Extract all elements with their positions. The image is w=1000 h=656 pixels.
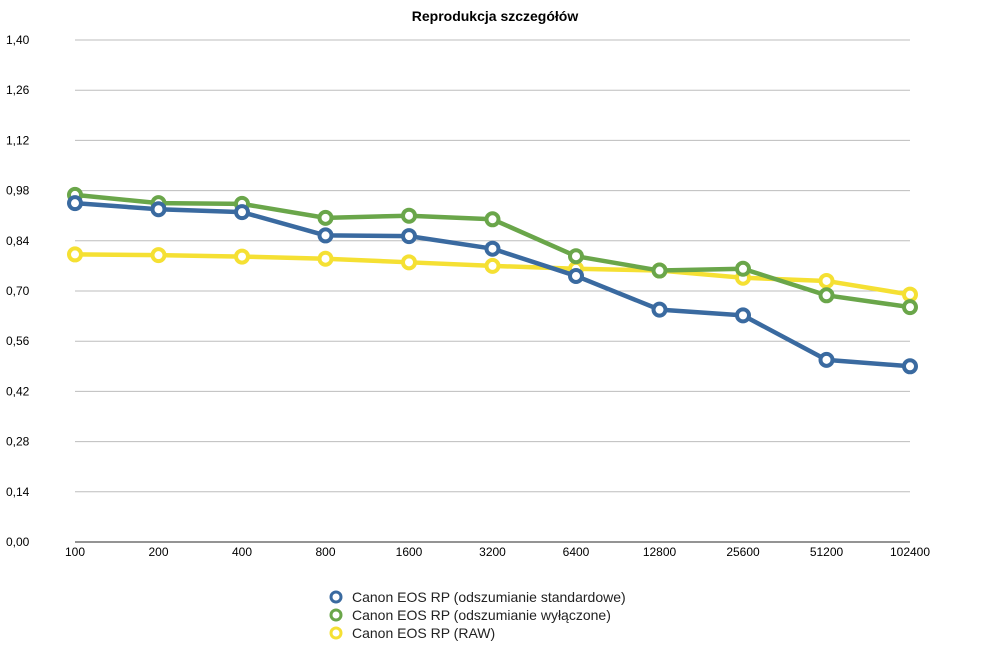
data-point	[401, 228, 417, 245]
legend-label: Canon EOS RP (RAW)	[352, 625, 495, 641]
data-point	[818, 351, 835, 368]
x-tick-label: 200	[148, 545, 168, 559]
legend: Canon EOS RP (odszumianie standardowe) Ca…	[329, 589, 626, 641]
x-tick-label: 1600	[396, 545, 423, 559]
data-point	[902, 299, 918, 316]
x-tick-label: 6400	[563, 545, 590, 559]
data-point	[651, 262, 668, 279]
data-point	[234, 204, 250, 221]
x-tick-label: 102400	[890, 545, 930, 559]
data-point	[902, 286, 918, 303]
y-tick-label: 1,26	[6, 83, 30, 97]
legend-label: Canon EOS RP (odszumianie wyłączone)	[352, 607, 611, 623]
data-point	[484, 211, 501, 228]
x-tick-label: 800	[315, 545, 335, 559]
y-tick-label: 0,42	[6, 384, 30, 398]
data-point	[150, 201, 167, 218]
x-tick-label: 25600	[726, 545, 760, 559]
y-tick-label: 0,56	[6, 334, 30, 348]
gridlines	[75, 39, 910, 543]
y-tick-label: 0,84	[6, 234, 30, 248]
data-point	[902, 358, 918, 375]
series-line	[72, 200, 913, 369]
data-point	[317, 227, 334, 244]
y-tick-label: 0,98	[6, 184, 30, 198]
data-point	[568, 248, 584, 265]
data-point	[401, 207, 417, 224]
x-tick-label: 100	[65, 545, 85, 559]
y-tick-label: 0,70	[6, 284, 30, 298]
chart-title: Reprodukcja szczegółów	[412, 8, 579, 24]
x-axis-ticks: 100 200 400 800 1600 3200 6400 12800 25600 51200 1…	[65, 545, 930, 559]
data-point	[818, 287, 835, 304]
data-point	[484, 240, 501, 257]
y-tick-label: 0,14	[6, 485, 30, 499]
y-axis-ticks: 0,00 0,14 0,28 0,42 0,56 0,70 0,84 0,98 1,12 1,26…	[6, 33, 30, 549]
y-tick-label: 0,00	[6, 535, 30, 549]
data-point	[401, 254, 417, 271]
y-tick-label: 1,12	[6, 133, 30, 147]
x-tick-label: 3200	[479, 545, 506, 559]
series-lines	[67, 186, 918, 375]
legend-marker	[329, 608, 343, 622]
x-tick-label: 12800	[643, 545, 677, 559]
data-point	[735, 307, 751, 324]
data-point	[818, 272, 835, 289]
data-point	[651, 301, 668, 318]
legend-label: Canon EOS RP (odszumianie standardowe)	[352, 589, 626, 605]
x-tick-label: 51200	[810, 545, 844, 559]
x-tick-label: 400	[232, 545, 252, 559]
data-point	[234, 248, 250, 265]
data-point	[317, 250, 334, 267]
data-point	[484, 257, 501, 274]
data-point	[735, 260, 751, 277]
y-tick-label: 1,40	[6, 33, 30, 47]
data-point	[317, 209, 334, 226]
series-group	[67, 195, 918, 375]
data-point	[67, 195, 83, 212]
legend-marker	[329, 626, 343, 640]
data-point	[568, 267, 584, 284]
legend-marker	[329, 590, 343, 604]
y-tick-label: 0,28	[6, 435, 30, 449]
data-point	[67, 246, 83, 263]
data-point	[150, 247, 167, 264]
